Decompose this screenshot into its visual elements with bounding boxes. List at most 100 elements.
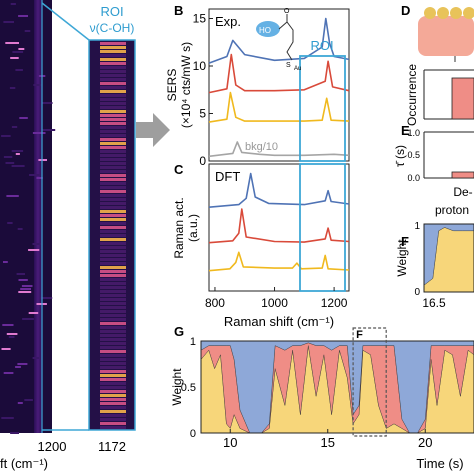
heatmap-left-cell [10, 432, 19, 434]
molecule-s-label: S [286, 62, 291, 69]
heatmap-zoom-cell [100, 246, 126, 249]
heatmap-left-cell [11, 150, 24, 152]
heatmap-left-cell [15, 69, 23, 71]
panel-letter-f: F [401, 234, 409, 249]
heatmap-zoom-cell [100, 146, 126, 149]
panel-letter-b: B [174, 3, 183, 18]
heatmap-left-band [34, 0, 42, 433]
panel-d-category-line1: De- [453, 185, 472, 199]
panel-c-spectra [208, 172, 350, 272]
spectrum-line-2 [208, 208, 350, 244]
heatmap-zoom-cell [100, 166, 126, 169]
panel-g: F 1 0.5 0 10 15 20 Weight Time (s) [170, 327, 474, 471]
heatmap-zoom-cell [100, 50, 126, 53]
heatmap-zoom-cell [100, 118, 126, 121]
heatmap-zoom-cell [100, 278, 126, 281]
panel-b-ticks: 0 5 10 15 [193, 12, 213, 168]
panel-b-frame [208, 8, 350, 162]
panel-g-f-callout-box [352, 327, 387, 437]
heatmap-zoom-cell [100, 210, 126, 213]
panel-d-bar [451, 77, 474, 120]
panel-c-ylabel: Raman act. (a.u.) [172, 197, 200, 258]
heatmap-zoom-cell [100, 218, 126, 221]
heatmap-zoom-cell [100, 54, 126, 57]
panel-b-ylabel-line2: (×10⁴ cts/mW s) [179, 42, 193, 128]
panel-g-xlabel: Time (s) [416, 456, 463, 471]
heatmap-zoom-cell [100, 194, 126, 197]
panel-g-ylabel: Weight [170, 368, 184, 406]
panel-c-ylabel-line1: Raman act. [172, 197, 186, 258]
gold-surface [418, 16, 474, 56]
heatmap-zoom-cell [100, 318, 126, 321]
panel-g-frame [200, 340, 474, 434]
heatmap-left-cell [17, 363, 28, 365]
panel-b: 0 5 10 15 ROI Exp. HO O S Au bkg/10 SERS (×… [165, 8, 350, 168]
heatmap-zoom-cell [100, 106, 126, 109]
heatmap-zoom-cell [100, 162, 126, 165]
heatmap-zoom-cell [100, 174, 126, 177]
panel-b-spectra [208, 17, 350, 158]
heatmap-zoom-cell [100, 94, 126, 97]
panel-e-ytick-2: 0.5 [407, 150, 420, 160]
heatmap-zoom-cell [100, 414, 126, 417]
heatmap-zoom-cell [100, 178, 126, 181]
heatmap-zoom-cell [100, 390, 126, 393]
heatmap-left-cell [16, 273, 25, 275]
heatmap-left-cell [12, 51, 24, 53]
heatmap-left-cell [18, 291, 32, 293]
molecule-chain [278, 21, 294, 61]
heatmap-zoom-cell [100, 122, 126, 125]
heatmap-zoom-cell [100, 138, 126, 141]
heatmap-zoom-cell [100, 46, 126, 49]
heatmap-left-xtick: 1200 [38, 439, 67, 454]
heatmap-zoom-cell [100, 258, 126, 261]
gold-surface-icon [418, 7, 474, 62]
heatmap-left-cell [29, 174, 41, 176]
heatmap-left-cell [6, 333, 18, 335]
heatmap-zoom-cell [100, 222, 126, 225]
heatmap-left-cell [5, 42, 19, 44]
heatmap-left-cell [3, 261, 8, 263]
panel-g-ytick-3: 0 [190, 428, 196, 440]
heatmap-zoom-cell [100, 98, 126, 101]
panel-b-roi-box [299, 55, 346, 162]
heatmap-zoom-cell [100, 70, 126, 73]
heatmap-left-cell [28, 312, 39, 314]
heatmap-zoom-cell [100, 130, 126, 133]
panel-e-ytick-3: 0.0 [407, 173, 420, 183]
heatmap-zoom-cell [100, 74, 126, 77]
panel-c-xlabel: Raman shift (cm⁻¹) [224, 314, 334, 329]
heatmap-zoom-cell [100, 322, 126, 325]
heatmap-left-cell [3, 156, 13, 158]
heatmap-left-cell [28, 249, 40, 251]
heatmap-left-cell [11, 126, 18, 128]
heatmap-zoom-cell [100, 82, 126, 85]
heatmap-zoom-cell [100, 242, 126, 245]
spectrum-line-1 [208, 172, 350, 208]
heatmap-left-cell [40, 297, 53, 299]
heatmap-zoom-cell [100, 62, 126, 65]
heatmap-zoom-cell [100, 198, 126, 201]
heatmap-zoom-cell [100, 406, 126, 409]
heatmap-zoom-cell [100, 102, 126, 105]
heatmap-left-cell [24, 30, 31, 32]
panel-c: DFT Raman act. (a.u.) 800 1000 1200 Raman … [172, 163, 350, 329]
heatmap-zoom-cell [100, 206, 126, 209]
heatmap-left-cell [32, 243, 41, 245]
heatmap-left-cell [18, 279, 28, 281]
panel-b-ytick-label: 15 [193, 12, 207, 26]
heatmap-zoom-cell [100, 418, 126, 421]
panel-b-roi-label: ROI [310, 38, 333, 53]
heatmap-zoom-cell [100, 230, 126, 233]
heatmap-left-cell [36, 177, 43, 179]
panel-letter-e: E [401, 123, 410, 138]
heatmap-zoom-cell [100, 114, 126, 117]
heatmap-zoom-cell [100, 290, 126, 293]
gold-atom-3 [450, 7, 462, 19]
panel-f-ytick-1: 1 [414, 221, 420, 232]
panel-g-areas [200, 340, 474, 434]
heatmap-zoom-cell [100, 286, 126, 289]
heatmap-zoom-cell [100, 42, 126, 45]
heatmap-left-cell [17, 228, 23, 230]
